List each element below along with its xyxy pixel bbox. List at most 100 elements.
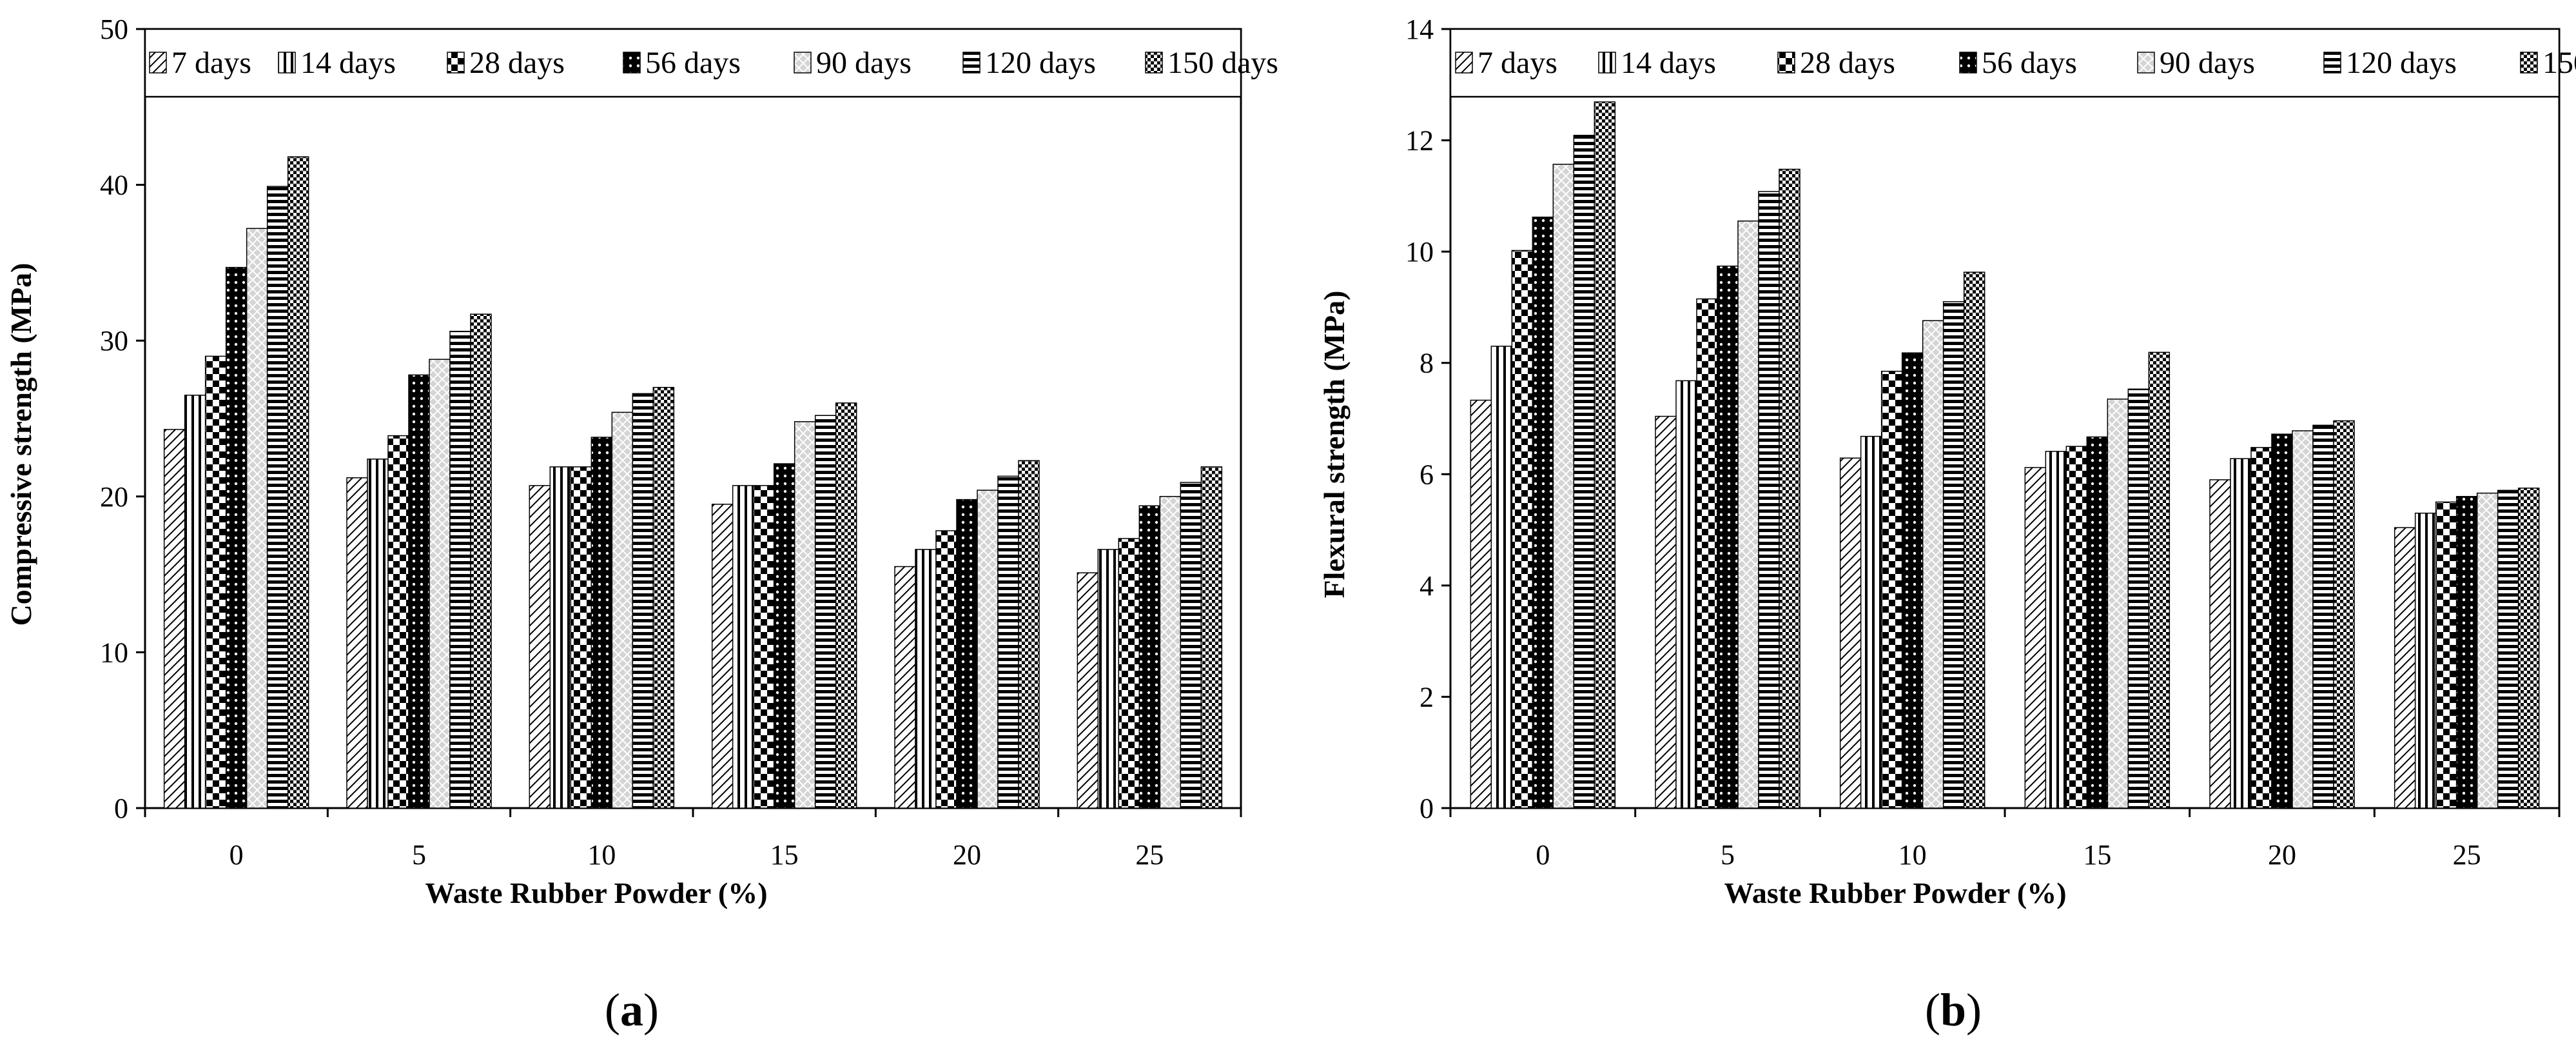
bar-90-days-10 [1922,320,1944,809]
legend-swatch [1598,52,1616,74]
bar-28-days-20 [935,530,957,809]
bar-150-days-25 [2517,488,2540,809]
x-tick-label: 10 [587,839,616,871]
bar-120-days-10 [1942,301,1965,809]
bar-90-days-5 [429,359,451,809]
flexural-strength-chart: 0 2 4 6 8 10 12 14 0 5 10 15 20 25 7 days 14 days 28 day… [1318,14,2576,909]
bar-90-days-0 [1552,163,1575,809]
legend-swatch [794,52,812,74]
y-tick-label: 50 [100,14,128,45]
bar-90-days-0 [246,228,268,809]
caption-a: (a) [605,984,659,1036]
bar-56-days-20 [956,499,978,809]
legend-label: 120 days [2346,46,2457,80]
bar-7-days-15 [711,504,734,809]
legend-label: 120 days [985,46,1096,80]
x-tick-label: 15 [2083,839,2111,871]
y-tick-label: 20 [100,481,128,513]
x-axis-title: Waste Rubber Powder (%) [1724,876,2066,909]
y-tick-label: 6 [1420,459,1434,490]
bar-120-days-25 [2497,489,2519,809]
bar-150-days-25 [1200,466,1223,809]
bar-150-days-0 [287,156,309,809]
legend-box [1449,28,2561,98]
bar-56-days-25 [1138,505,1161,809]
bar-56-days-15 [773,463,795,809]
legend-label: 90 days [816,46,912,80]
bar-56-days-5 [1717,265,1739,809]
legend-swatch [278,52,296,74]
legend-swatch [447,52,465,74]
bar-56-days-20 [2271,433,2293,809]
legend-swatch [1959,52,1977,74]
bar-7-days-5 [1655,415,1677,809]
y-tick-label: 30 [100,325,128,357]
x-axis-title: Waste Rubber Powder (%) [425,876,767,909]
bar-7-days-0 [1470,399,1492,809]
y-axis-title: Compressive strength (MPa) [5,263,37,626]
bar-150-days-20 [1018,460,1040,809]
bar-7-days-25 [1077,572,1099,809]
x-tick-label: 5 [1721,839,1735,871]
bar-14-days-0 [184,395,206,809]
y-tick-label: 4 [1420,570,1434,602]
plot-frame [1449,28,2561,809]
bar-14-days-25 [1097,549,1120,809]
legend-swatch [1145,52,1163,74]
bar-120-days-15 [814,415,837,809]
bar-28-days-10 [570,466,592,809]
bar-90-days-15 [794,421,816,809]
bar-28-days-15 [2065,446,2088,809]
bar-56-days-10 [590,437,613,809]
bar-120-days-0 [1573,135,1595,809]
bar-90-days-25 [1159,496,1182,809]
legend-label: 150 days [1167,46,1278,80]
bar-120-days-25 [1180,482,1202,809]
bar-120-days-15 [2127,388,2150,809]
bar-56-days-25 [2455,496,2478,809]
bar-28-days-20 [2250,447,2272,809]
bar-90-days-20 [977,489,999,809]
bar-56-days-10 [1901,352,1924,809]
y-tick-label: 0 [1420,793,1434,824]
legend-swatch [2137,52,2155,74]
bar-150-days-15 [2148,351,2171,809]
bar-90-days-25 [2476,492,2499,809]
compressive-strength-chart: 0 10 20 30 40 50 0 5 10 15 20 25 7 days 14 days 28 day… [5,14,1278,909]
bar-56-days-0 [1532,216,1554,809]
legend-label: 56 days [645,46,741,80]
legend-swatch [2323,52,2341,74]
bar-56-days-0 [225,266,248,809]
y-tick-label: 10 [100,637,128,668]
y-tick-label: 8 [1420,348,1434,379]
legend-swatch [623,52,641,74]
legend-swatch [1455,52,1473,74]
bar-14-days-20 [915,549,937,809]
bar-14-days-10 [549,466,572,809]
bar-7-days-0 [163,429,186,809]
legend-label: 56 days [1982,46,2077,80]
bar-120-days-20 [997,475,1019,809]
x-tick-label: 15 [770,839,799,871]
bar-28-days-5 [387,435,409,809]
bar-28-days-10 [1880,370,1903,809]
x-tick-label: 0 [1536,839,1550,871]
y-tick-label: 0 [114,793,128,824]
y-tick-label: 40 [100,170,128,201]
legend-swatch [1777,52,1795,74]
x-tick-label: 0 [229,839,244,871]
bar-28-days-25 [2435,501,2457,809]
bar-150-days-5 [1779,168,1800,809]
bar-7-days-20 [2209,479,2231,809]
x-tick-label: 20 [2268,839,2296,871]
bar-14-days-0 [1490,346,1513,809]
x-tick-label: 25 [1135,839,1164,871]
bar-7-days-10 [1839,457,1862,809]
bar-150-days-10 [652,386,675,809]
bar-150-days-10 [1963,272,1986,809]
bar-120-days-5 [1758,191,1780,809]
legend-label: 150 days [2542,46,2576,80]
bar-90-days-10 [611,411,634,809]
x-tick-label: 5 [412,839,426,871]
legend-label: 90 days [2160,46,2255,80]
